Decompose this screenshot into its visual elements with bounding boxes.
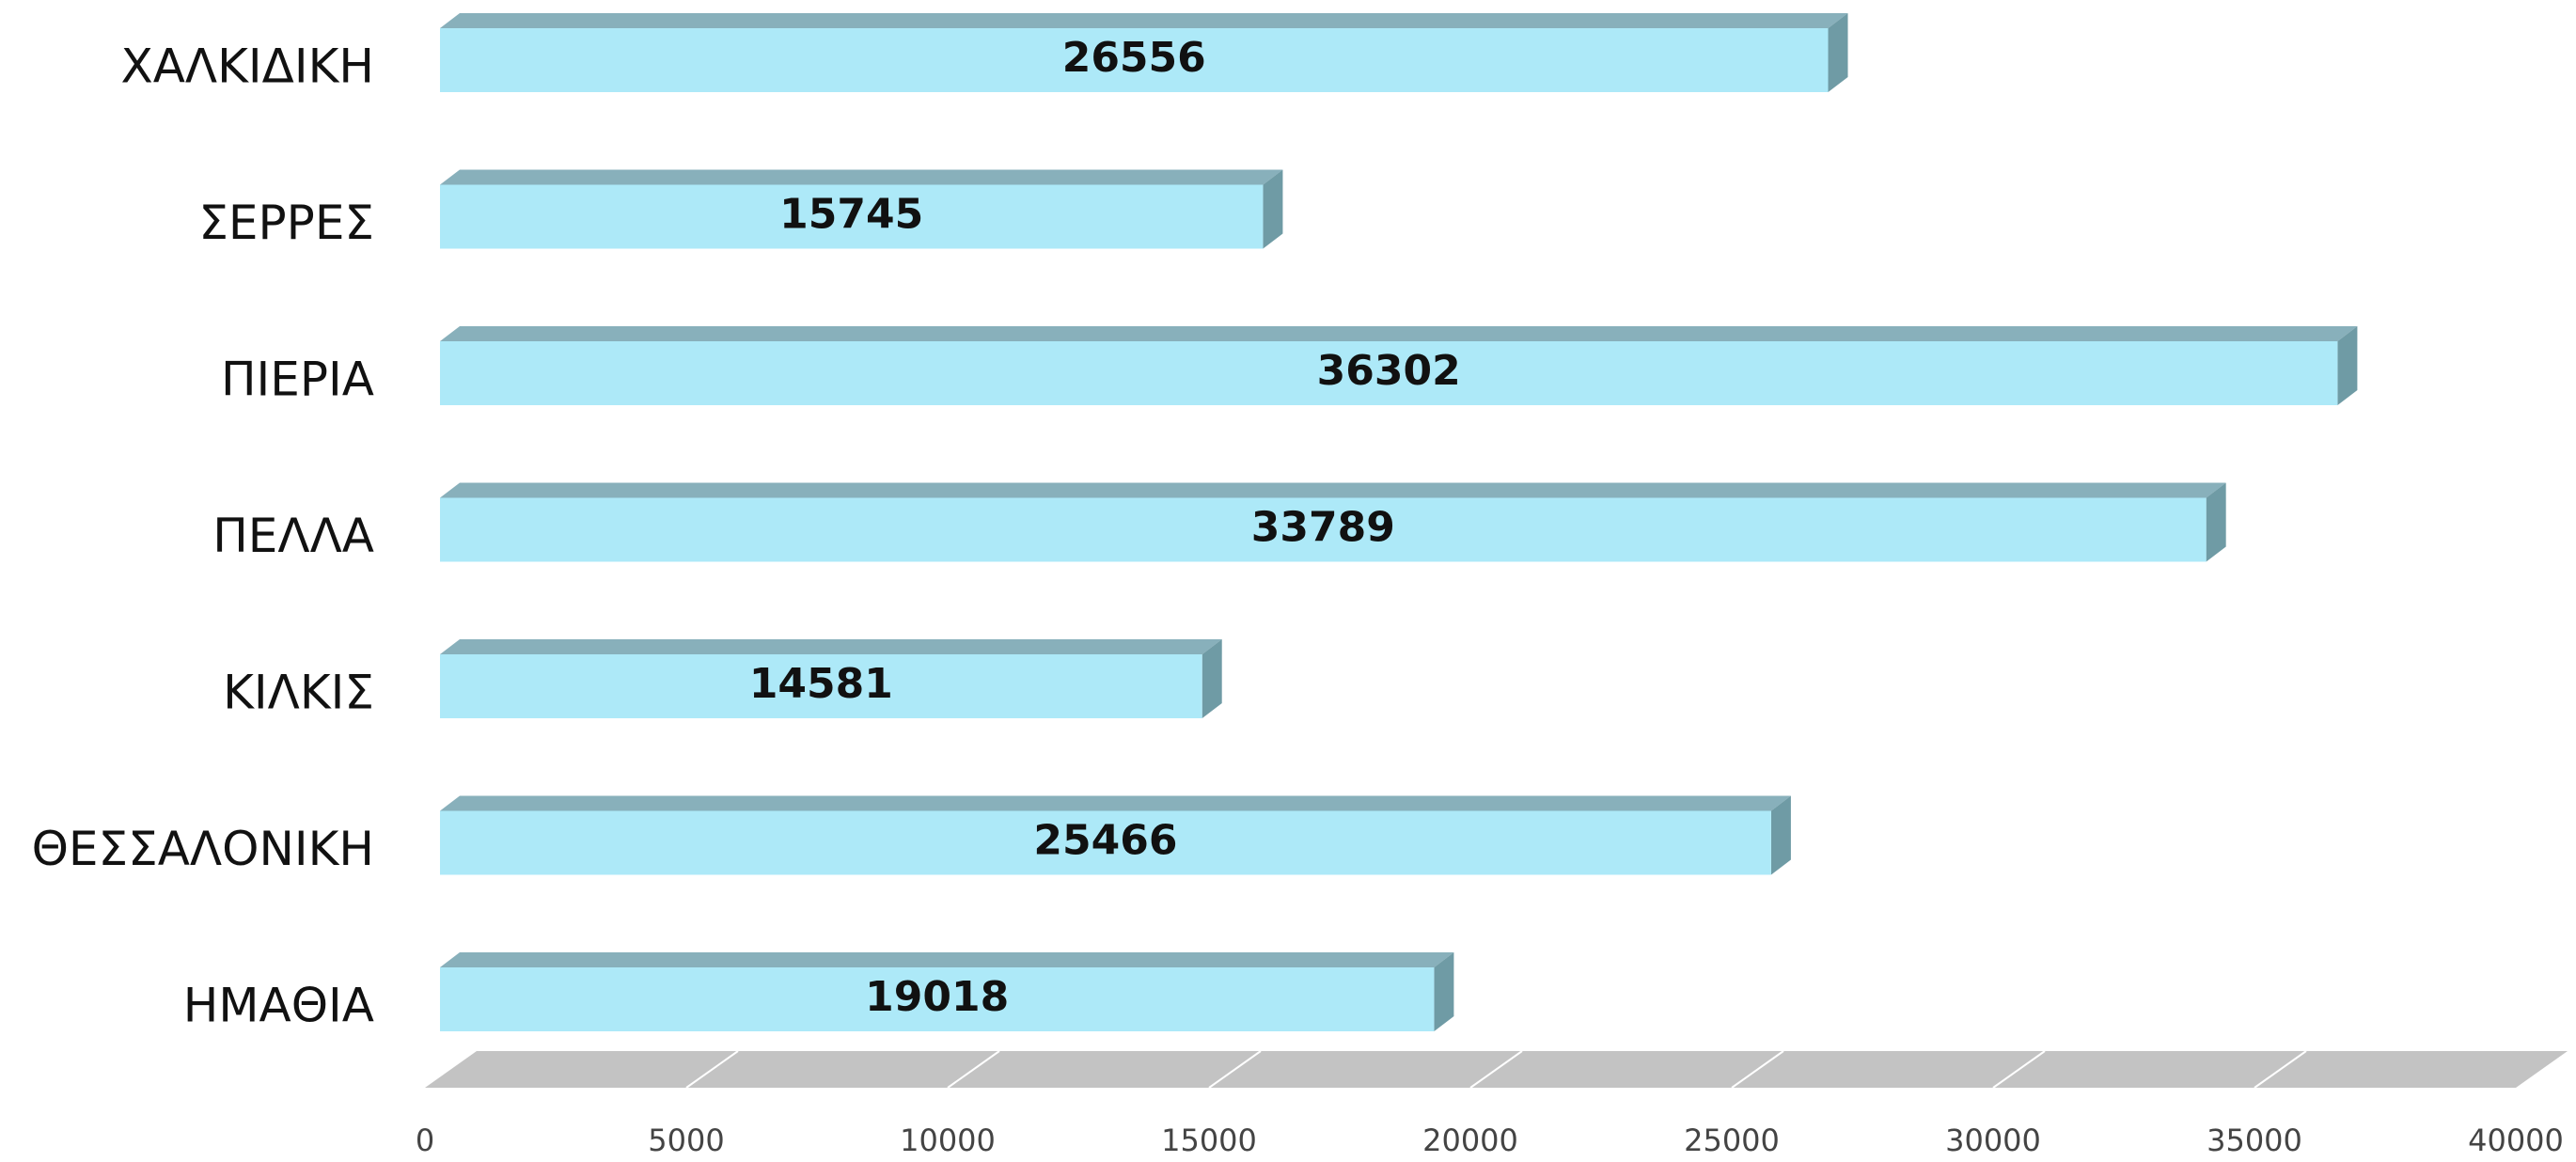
bar-side (2337, 326, 2358, 405)
bar-side (1770, 795, 1791, 875)
bar-side (2206, 482, 2226, 562)
x-tick-label: 5000 (648, 1123, 724, 1158)
grid-line (1469, 1050, 1523, 1089)
bar-front (440, 184, 1264, 249)
bar-top (440, 326, 2358, 341)
value-label: 19018 (865, 973, 1009, 1021)
category-label: ΣΕΡΡΕΣ (198, 196, 374, 250)
bar-top (440, 795, 1791, 811)
value-label: 14581 (749, 660, 893, 708)
value-label: 36302 (1317, 347, 1461, 395)
bar-front (440, 341, 2338, 405)
bar (440, 326, 2358, 405)
x-tick-label: 35000 (2207, 1123, 2302, 1158)
grid-line (685, 1050, 739, 1089)
value-label: 25466 (1033, 817, 1177, 865)
bar-front (440, 654, 1202, 718)
bar (440, 482, 2226, 562)
value-label: 26556 (1062, 34, 1206, 82)
value-label: 15745 (779, 191, 923, 239)
category-label: ΚΙΛΚΙΣ (223, 666, 374, 720)
bar-top (440, 169, 1283, 185)
x-tick-label: 30000 (1945, 1123, 2041, 1158)
grid-line (1208, 1050, 1262, 1089)
grid-line (2254, 1050, 2307, 1089)
x-tick-label: 10000 (900, 1123, 996, 1158)
x-tick-label: 25000 (1684, 1123, 1780, 1158)
bar-side (1263, 169, 1283, 249)
x-tick-label: 15000 (1161, 1123, 1257, 1158)
value-label: 33789 (1251, 504, 1395, 552)
category-label: ΗΜΑΘΙΑ (183, 979, 374, 1033)
bar-side (1434, 952, 1454, 1031)
grid-line (1992, 1050, 2046, 1089)
bar-front (440, 28, 1829, 92)
grid-line (1731, 1050, 1784, 1089)
category-label: ΘΕΣΣΑΛΟΝΙΚΗ (32, 822, 374, 876)
grid-line (947, 1050, 1000, 1089)
category-label: ΠΙΕΡΙΑ (221, 353, 374, 407)
bar-top (440, 482, 2226, 498)
bar-front (440, 497, 2207, 562)
x-tick-label: 40000 (2468, 1123, 2564, 1158)
category-label: ΧΑΛΚΙΔΙΚΗ (120, 39, 374, 94)
bar-top (440, 952, 1454, 967)
bar-front (440, 810, 1771, 875)
category-label: ΠΕΛΛΑ (212, 509, 374, 563)
bar-front (440, 967, 1435, 1031)
bar (440, 13, 1848, 92)
x-tick-label: 0 (416, 1123, 434, 1158)
bar (440, 952, 1454, 1031)
bar-top (440, 13, 1848, 28)
bar (440, 639, 1222, 718)
x-tick-label: 20000 (1422, 1123, 1518, 1158)
bar-top (440, 639, 1222, 654)
bar (440, 795, 1791, 875)
bar (440, 169, 1283, 249)
bar-side (1828, 13, 1848, 92)
bar-side (1202, 639, 1222, 718)
